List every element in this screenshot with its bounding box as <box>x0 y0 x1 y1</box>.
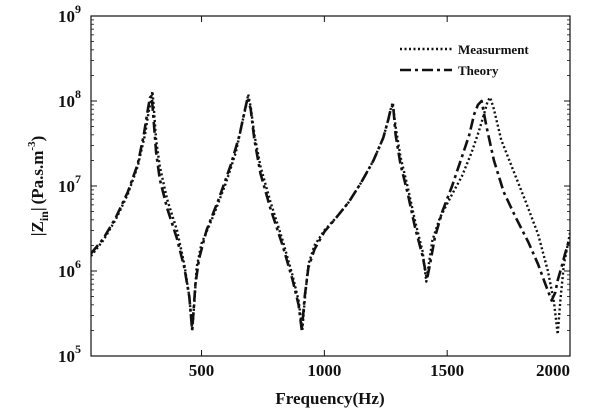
y-tick-label-exponent: 6 <box>75 257 81 271</box>
y-tick-label-base: 10 <box>58 262 75 281</box>
x-tick-label: 1000 <box>307 361 341 380</box>
y-tick-label-exponent: 9 <box>75 2 81 16</box>
series-lines <box>91 90 570 336</box>
y-axis-title-unit-close: ) <box>28 136 47 142</box>
y-tick-label-base: 10 <box>58 347 75 366</box>
y-axis-title-subscript: in <box>37 211 51 221</box>
y-axis-title: |Zin|(Pa.s.m-3) <box>26 136 51 237</box>
y-axis-title-unit: (Pa.s.m <box>28 151 47 205</box>
series-line-measurment <box>91 90 570 336</box>
x-ticks: 500 1000 1500 2000 <box>189 16 571 380</box>
y-tick-label-exponent: 7 <box>75 172 81 186</box>
legend: Measurment Theory <box>400 42 529 78</box>
y-tick-label-base: 10 <box>58 7 75 26</box>
y-tick-label: 108 <box>58 87 81 111</box>
y-tick-label-base: 10 <box>58 177 75 196</box>
y-axis-title-bar-right: | <box>28 207 47 211</box>
x-tick-label: 500 <box>189 361 215 380</box>
y-tick-label: 109 <box>58 2 81 26</box>
y-tick-label-exponent: 8 <box>75 87 81 101</box>
legend-label-theory: Theory <box>458 63 499 78</box>
y-axis-title-unit-exponent: -3 <box>26 141 38 151</box>
y-tick-label: 106 <box>58 257 81 281</box>
y-tick-label-exponent: 5 <box>75 342 81 356</box>
x-tick-label: 2000 <box>536 361 570 380</box>
y-tick-label: 107 <box>58 172 81 196</box>
y-axis-title-bar-left: | <box>28 233 47 237</box>
x-axis-title: Frequency(Hz) <box>275 389 384 408</box>
y-tick-label: 105 <box>58 342 81 366</box>
legend-label-measurment: Measurment <box>458 42 529 57</box>
y-axis-title-symbol: Z <box>28 221 47 232</box>
series-line-theory <box>91 94 570 332</box>
x-tick-label: 1500 <box>430 361 464 380</box>
y-tick-label-base: 10 <box>58 92 75 111</box>
